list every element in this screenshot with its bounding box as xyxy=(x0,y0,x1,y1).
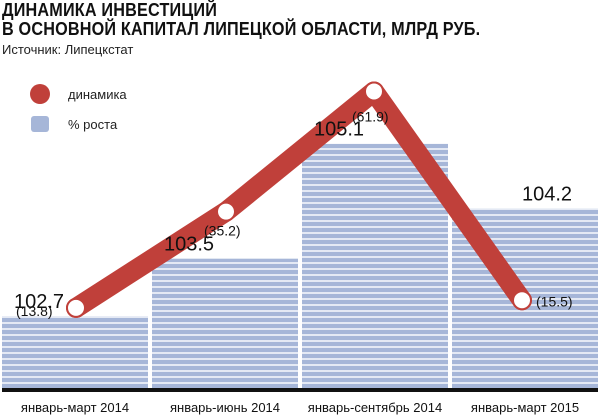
bars-group xyxy=(2,143,598,388)
line-series-group xyxy=(66,81,532,318)
x-tick-label-4: январь-март 2015 xyxy=(471,400,579,415)
legend: динамика % роста xyxy=(30,84,127,132)
x-axis-baseline xyxy=(2,388,598,392)
dynamics-line xyxy=(66,81,532,318)
dynamics-point-3 xyxy=(364,81,384,102)
bar-value-label-4: 104.2 xyxy=(522,183,572,205)
x-tick-label-3: январь-сентябрь 2014 xyxy=(308,400,442,415)
chart-source: Источник: Липецкстат xyxy=(2,42,134,57)
bar-1 xyxy=(2,316,148,388)
dynamics-value-label-1: (13.8) xyxy=(16,303,53,319)
chart-title-line-1: ДИНАМИКА ИНВЕСТИЦИЙ xyxy=(2,0,218,20)
bar-2 xyxy=(152,258,298,388)
bar-value-label-1: 102.7 xyxy=(14,291,64,313)
x-axis-tick-labels: январь-март 2014 январь-июнь 2014 январь-с… xyxy=(21,400,579,415)
x-tick-label-2: январь-июнь 2014 xyxy=(170,400,280,415)
chart-title: ДИНАМИКА ИНВЕСТИЦИЙ В ОСНОВНОЙ КАПИТАЛ Л… xyxy=(2,1,480,39)
bar-value-label-2: 103.5 xyxy=(164,234,214,256)
line-value-labels: (13.8) (35.2) (61.9) (15.5) xyxy=(16,108,573,318)
legend-dynamics-label: динамика xyxy=(68,87,127,102)
dynamics-value-label-4: (15.5) xyxy=(536,293,573,309)
legend-growth-marker xyxy=(31,116,49,132)
chart-title-line-2: В ОСНОВНОЙ КАПИТАЛ ЛИПЕЦКОЙ ОБЛАСТИ, МЛР… xyxy=(2,19,481,39)
legend-growth-label: % роста xyxy=(68,117,118,132)
bar-value-label-3: 105.1 xyxy=(314,119,364,141)
legend-dynamics-marker xyxy=(30,84,50,104)
x-tick-label-1: январь-март 2014 xyxy=(21,400,129,415)
dynamics-point-2 xyxy=(216,201,236,222)
dynamics-value-label-3: (61.9) xyxy=(352,108,389,124)
bar-3 xyxy=(302,143,448,388)
bar-value-labels: 102.7 103.5 105.1 104.2 xyxy=(14,119,572,313)
dynamics-point-1 xyxy=(66,297,86,318)
dynamics-point-4 xyxy=(512,290,532,311)
dynamics-value-label-2: (35.2) xyxy=(204,223,241,239)
